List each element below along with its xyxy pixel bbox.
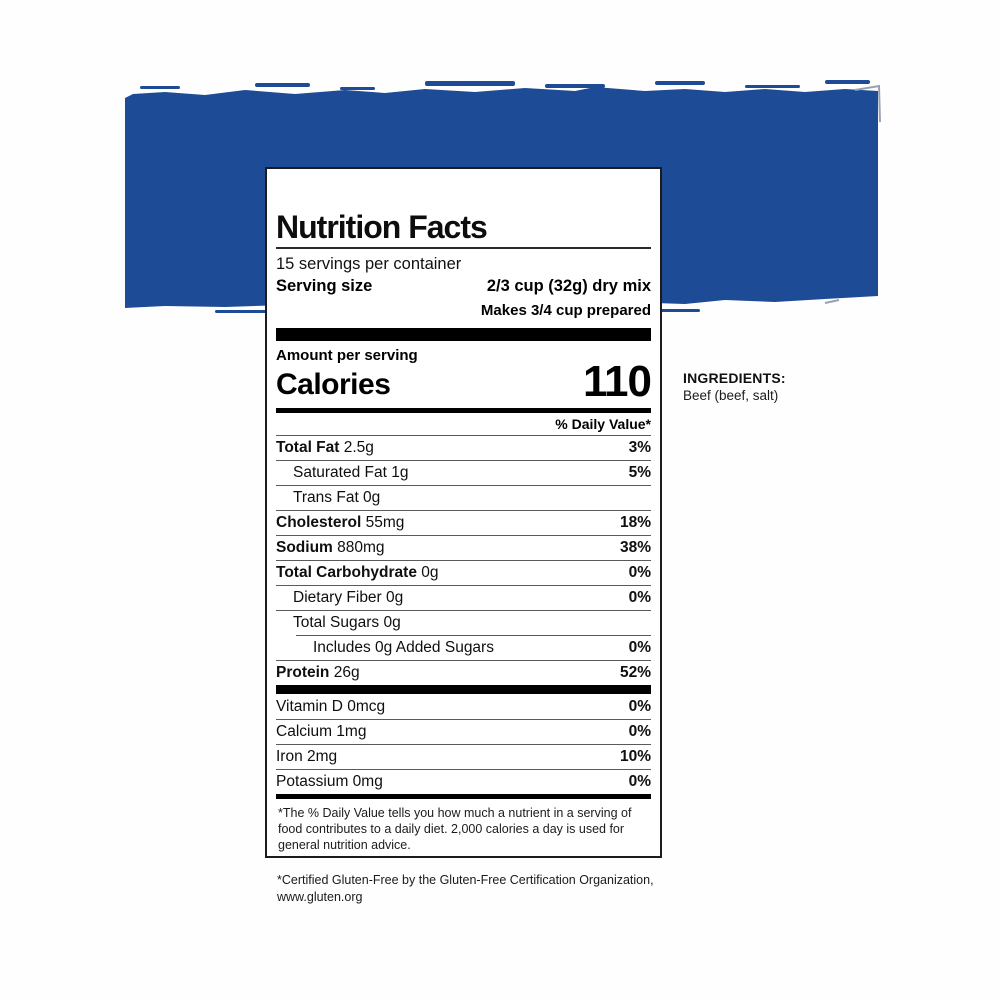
serving-size-row: Serving size 2/3 cup (32g) dry mix: [276, 275, 651, 297]
daily-value-percent: 5%: [628, 463, 651, 481]
label-title: Nutrition Facts: [276, 209, 488, 245]
servings-per-container: 15 servings per container: [276, 255, 462, 273]
daily-value-percent: 18%: [619, 513, 651, 531]
paint-speck: [745, 85, 800, 88]
serving-size-label: Serving size: [276, 277, 373, 295]
vrow-iron: Iron 2mg 10%: [276, 743, 651, 769]
paint-speck: [425, 81, 515, 86]
paint-speck: [545, 84, 605, 88]
thick-divider-bar: [276, 328, 651, 341]
calories-label: Calories: [276, 368, 391, 402]
daily-value-percent: 0%: [628, 697, 651, 715]
vrow-potassium: Potassium 0mg 0%: [276, 768, 651, 794]
nutrient-name-amount: Potassium 0mg: [276, 772, 383, 790]
daily-value-percent: 0%: [628, 563, 651, 581]
nutrient-name-amount: Vitamin D 0mcg: [276, 697, 386, 715]
nutrient-name-amount: Calcium 1mg: [276, 722, 367, 740]
nrow-trans-fat: Trans Fat 0g: [276, 484, 651, 510]
nutrient-name-amount: Dietary Fiber 0g: [293, 588, 404, 606]
daily-value-percent: 0%: [628, 772, 651, 790]
paint-edge-stroke: [854, 84, 881, 123]
daily-value-percent: 38%: [619, 538, 651, 556]
nutrient-name-amount: Total Carbohydrate 0g: [276, 563, 439, 581]
nutrient-name-amount: Total Fat 2.5g: [276, 438, 374, 456]
nrow-protein: Protein 26g 52%: [276, 659, 651, 685]
nrow-total-fat: Total Fat 2.5g 3%: [276, 434, 651, 460]
ingredients-text: Beef (beef, salt): [683, 388, 779, 403]
ingredients-heading: INGREDIENTS:: [683, 370, 786, 386]
medium-divider-bar: [276, 793, 651, 799]
nutrient-rows: Total Fat 2.5g 3% Saturated Fat 1g 5% Trans …: [276, 434, 651, 685]
nutrient-name-amount: Sodium 880mg: [276, 538, 385, 556]
medium-divider-bar: [276, 407, 651, 413]
daily-value-percent: 3%: [628, 438, 651, 456]
nrow-dietary-fiber: Dietary Fiber 0g 0%: [276, 584, 651, 610]
title-rule: [276, 247, 651, 249]
daily-value-percent: 10%: [619, 747, 651, 765]
daily-value-percent: 0%: [628, 722, 651, 740]
paint-speck: [140, 86, 180, 89]
paint-edge-stroke: [824, 299, 840, 304]
paint-speck: [255, 83, 310, 87]
nrow-sodium: Sodium 880mg 38%: [276, 534, 651, 560]
nutrient-name-amount: Saturated Fat 1g: [293, 463, 409, 481]
vitamin-rows: Vitamin D 0mcg 0% Calcium 1mg 0% Iron 2mg 10%…: [276, 694, 651, 794]
daily-value-percent: 52%: [619, 663, 651, 681]
nutrient-name-amount: Iron 2mg: [276, 747, 338, 765]
daily-value-percent: 0%: [628, 638, 651, 656]
paint-speck: [340, 87, 375, 90]
paint-speck: [655, 81, 705, 85]
nrow-includes-0g-added-sugars: Includes 0g Added Sugars 0%: [276, 634, 651, 660]
gluten-free-certification-note: *Certified Gluten-Free by the Gluten-Fre…: [277, 873, 654, 904]
vrow-calcium: Calcium 1mg 0%: [276, 718, 651, 744]
nutrient-name-amount: Protein 26g: [276, 663, 360, 681]
ingredients-block: INGREDIENTS: Beef (beef, salt): [683, 370, 923, 403]
nutrient-name-amount: Total Sugars 0g: [293, 613, 401, 631]
daily-value-footnote: *The % Daily Value tells you how much a …: [278, 805, 632, 853]
amount-per-serving-label: Amount per serving: [276, 347, 418, 364]
nrow-total-sugars: Total Sugars 0g: [276, 609, 651, 635]
serving-size-value: 2/3 cup (32g) dry mix: [486, 277, 651, 295]
nutrient-name-amount: Cholesterol 55mg: [276, 513, 405, 531]
nrow-saturated-fat: Saturated Fat 1g 5%: [276, 459, 651, 485]
vrow-vitamin-d: Vitamin D 0mcg 0%: [276, 694, 651, 719]
thick-divider-bar: [276, 684, 651, 694]
calories-row: Calories 110: [276, 357, 652, 406]
daily-value-percent: 0%: [628, 588, 651, 606]
calories-value: 110: [583, 357, 652, 406]
daily-value-header: % Daily Value*: [555, 415, 651, 432]
nutrient-name-amount: Includes 0g Added Sugars: [313, 638, 494, 656]
nutrient-name-amount: Trans Fat 0g: [293, 488, 381, 506]
serving-prepared-note: Makes 3/4 cup prepared: [480, 302, 651, 319]
nrow-total-carbohydrate: Total Carbohydrate 0g 0%: [276, 559, 651, 585]
nrow-cholesterol: Cholesterol 55mg 18%: [276, 509, 651, 535]
nutrition-facts-label: Nutrition Facts 15 servings per containe…: [265, 167, 662, 858]
paint-speck: [825, 80, 870, 84]
